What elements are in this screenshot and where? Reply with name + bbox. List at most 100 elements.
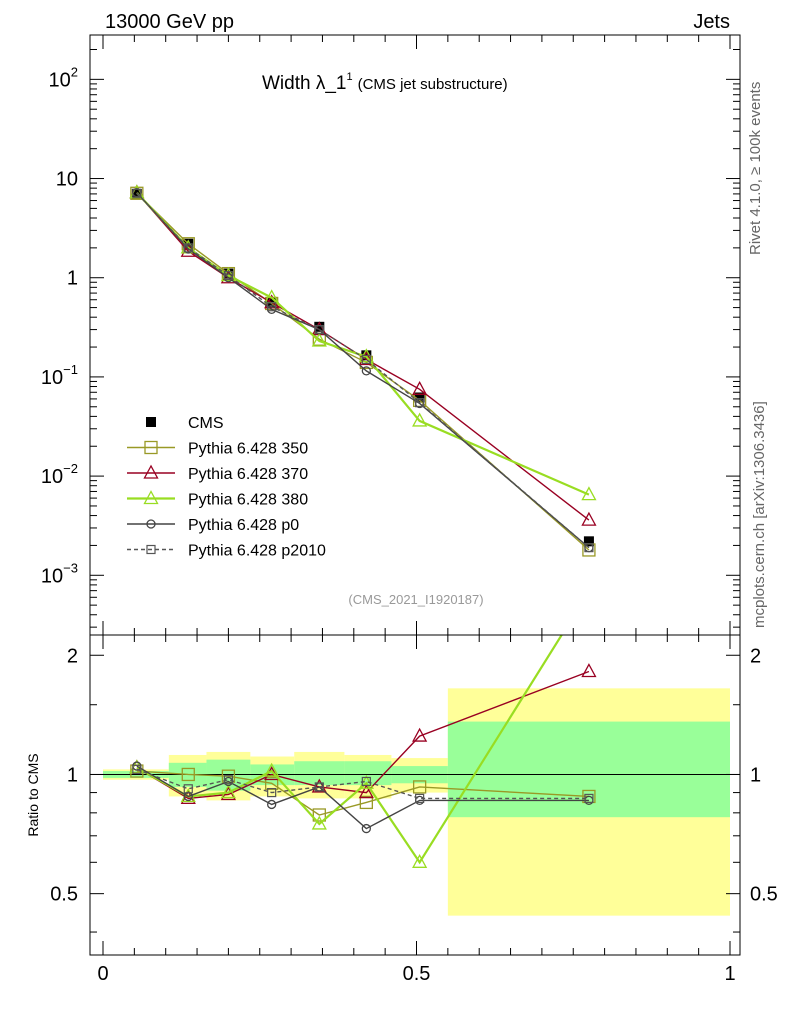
series-0-point-6 xyxy=(414,392,425,403)
series-5-point-3 xyxy=(267,302,277,312)
series-5-point-7 xyxy=(584,543,594,553)
main-plot-panel: 102 10 1 10−1 10−2 10−3 Width λ_11 (CMS jet su… xyxy=(41,34,741,636)
series-5-point-6 xyxy=(415,398,425,408)
series-2-point-5 xyxy=(358,351,374,366)
ratio-series-3-point-2 xyxy=(220,784,236,799)
ratio-y-tick-label-right-0: 2 xyxy=(750,645,761,667)
ratio-plot-frame xyxy=(89,634,741,956)
x-tick-label-1: 0.5 xyxy=(403,963,431,985)
main-data-area xyxy=(129,184,597,557)
ratio-series-3-point-0 xyxy=(129,759,145,774)
legend-label-0: CMS xyxy=(188,415,224,432)
legend-marker-1 xyxy=(144,440,158,455)
ratio-series-1-line xyxy=(136,770,589,816)
x-tick-label-2: 1 xyxy=(724,963,735,985)
energy-label: 13000 GeV pp xyxy=(105,11,234,33)
ratio-series-2-point-1 xyxy=(180,790,196,805)
y-tick-label-4: 10−2 xyxy=(41,461,78,488)
ratio-series-3-point-4 xyxy=(311,815,327,830)
rivet-version-label: Rivet 4.1.0, ≥ 100k events xyxy=(747,82,764,255)
ratio-y-tick-label-right-1: 1 xyxy=(750,764,761,786)
legend-label-3: Pythia 6.428 380 xyxy=(188,492,308,509)
legend-item-2: Pythia 6.428 370 xyxy=(127,464,308,483)
ratio-series-3 xyxy=(129,635,563,868)
ratio-data-area xyxy=(90,635,740,916)
ratio-ylabel: Ratio to CMS xyxy=(25,753,41,836)
ratio-series-4-point-5 xyxy=(361,823,371,834)
ratio-band-inner-4 xyxy=(294,761,345,786)
ratio-series-5-point-3 xyxy=(267,787,277,798)
legend-label-1: Pythia 6.428 350 xyxy=(188,441,308,458)
ratio-series-2-line xyxy=(136,670,590,800)
ratio-series-1-point-5 xyxy=(359,795,373,810)
ratio-series-3-point-3 xyxy=(264,762,280,777)
mcplots-label: mcplots.cern.ch [arXiv:1306.3436] xyxy=(751,401,768,628)
analysis-id-label: (CMS_2021_I1920187) xyxy=(348,592,483,607)
ratio-band-inner-7 xyxy=(447,721,730,818)
ratio-series-1-point-6 xyxy=(412,780,427,794)
ratio-series-3-line xyxy=(136,635,563,865)
series-3-point-7 xyxy=(581,486,597,501)
series-5 xyxy=(132,188,594,553)
ratio-series-5-point-7 xyxy=(584,793,594,804)
ratio-series-2-point-5 xyxy=(358,784,374,799)
series-2-point-6 xyxy=(412,380,428,395)
ratio-series-3-point-6 xyxy=(412,853,428,868)
legend-marker-2 xyxy=(143,464,159,479)
ratio-series-5-point-5 xyxy=(361,776,371,787)
series-0-point-7 xyxy=(583,536,594,547)
legend-item-0: CMS xyxy=(146,415,224,432)
legend-item-3: Pythia 6.428 380 xyxy=(127,490,308,509)
legend-label-5: Pythia 6.428 p2010 xyxy=(188,543,326,560)
series-5-point-4 xyxy=(314,324,324,335)
series-5-line xyxy=(136,192,590,549)
ratio-y-tick-label-left-0: 2 xyxy=(67,645,78,667)
legend-item-1: Pythia 6.428 350 xyxy=(127,441,308,458)
ratio-series-5-line xyxy=(136,768,589,800)
y-tick-label-0: 102 xyxy=(49,64,78,91)
ratio-series-4-line xyxy=(136,765,589,830)
process-label: Jets xyxy=(693,11,730,33)
ratio-y-tick-label-left-1: 1 xyxy=(67,764,78,786)
ratio-series-2-point-6 xyxy=(412,727,428,742)
ratio-series-1-point-3 xyxy=(265,776,279,790)
y-tick-label-1: 10 xyxy=(56,169,78,191)
series-0-point-4 xyxy=(314,321,325,332)
ratio-series-1-point-4 xyxy=(312,808,326,822)
series-2-point-7 xyxy=(581,511,597,526)
ratio-series-2-point-7 xyxy=(581,663,597,678)
legend-marker-5 xyxy=(146,544,156,555)
y-tick-label-3: 10−1 xyxy=(41,362,78,389)
ratio-series-5-point-6 xyxy=(415,793,425,804)
series-1-line xyxy=(136,192,590,551)
ratio-series-5-point-1 xyxy=(183,784,193,794)
ratio-series-5 xyxy=(132,764,594,804)
ratio-series-5-point-4 xyxy=(314,782,324,792)
series-3-point-4 xyxy=(311,332,327,347)
legend-item-4: Pythia 6.428 p0 xyxy=(127,517,299,534)
series-3-point-6 xyxy=(412,412,428,427)
series-1-point-0 xyxy=(130,186,144,200)
series-4-line xyxy=(136,192,590,549)
legend-marker-4 xyxy=(146,519,156,529)
ratio-series-4-point-3 xyxy=(267,799,277,810)
ratio-plot-panel: 0 0.5 1 2 2 1 1 0.5 0.5 Ratio to CMS xyxy=(25,634,778,985)
plot-title: Width λ_11 (CMS jet substructure) xyxy=(262,71,508,94)
y-tick-label-2: 1 xyxy=(67,268,78,290)
legend-marker-3 xyxy=(143,490,159,505)
plot-title-main: Width λ_1 xyxy=(262,73,346,94)
series-5-point-5 xyxy=(361,354,371,365)
y-tick-label-5: 10−3 xyxy=(41,560,78,587)
plot-title-superscript: 1 xyxy=(346,71,352,83)
series-5-point-1 xyxy=(183,243,193,253)
ratio-series-5-point-0 xyxy=(132,764,142,774)
series-4-point-5 xyxy=(361,366,371,376)
legend-item-5: Pythia 6.428 p2010 xyxy=(127,543,326,560)
ratio-series-1-point-1 xyxy=(181,767,195,782)
legend-marker-0 xyxy=(146,417,156,427)
series-5-point-2 xyxy=(223,271,233,281)
ratio-series-5-point-2 xyxy=(223,775,233,785)
legend: CMS Pythia 6.428 350 Pythia 6.428 370 Pythi… xyxy=(127,415,326,560)
x-tick-label-0: 0 xyxy=(97,963,108,985)
